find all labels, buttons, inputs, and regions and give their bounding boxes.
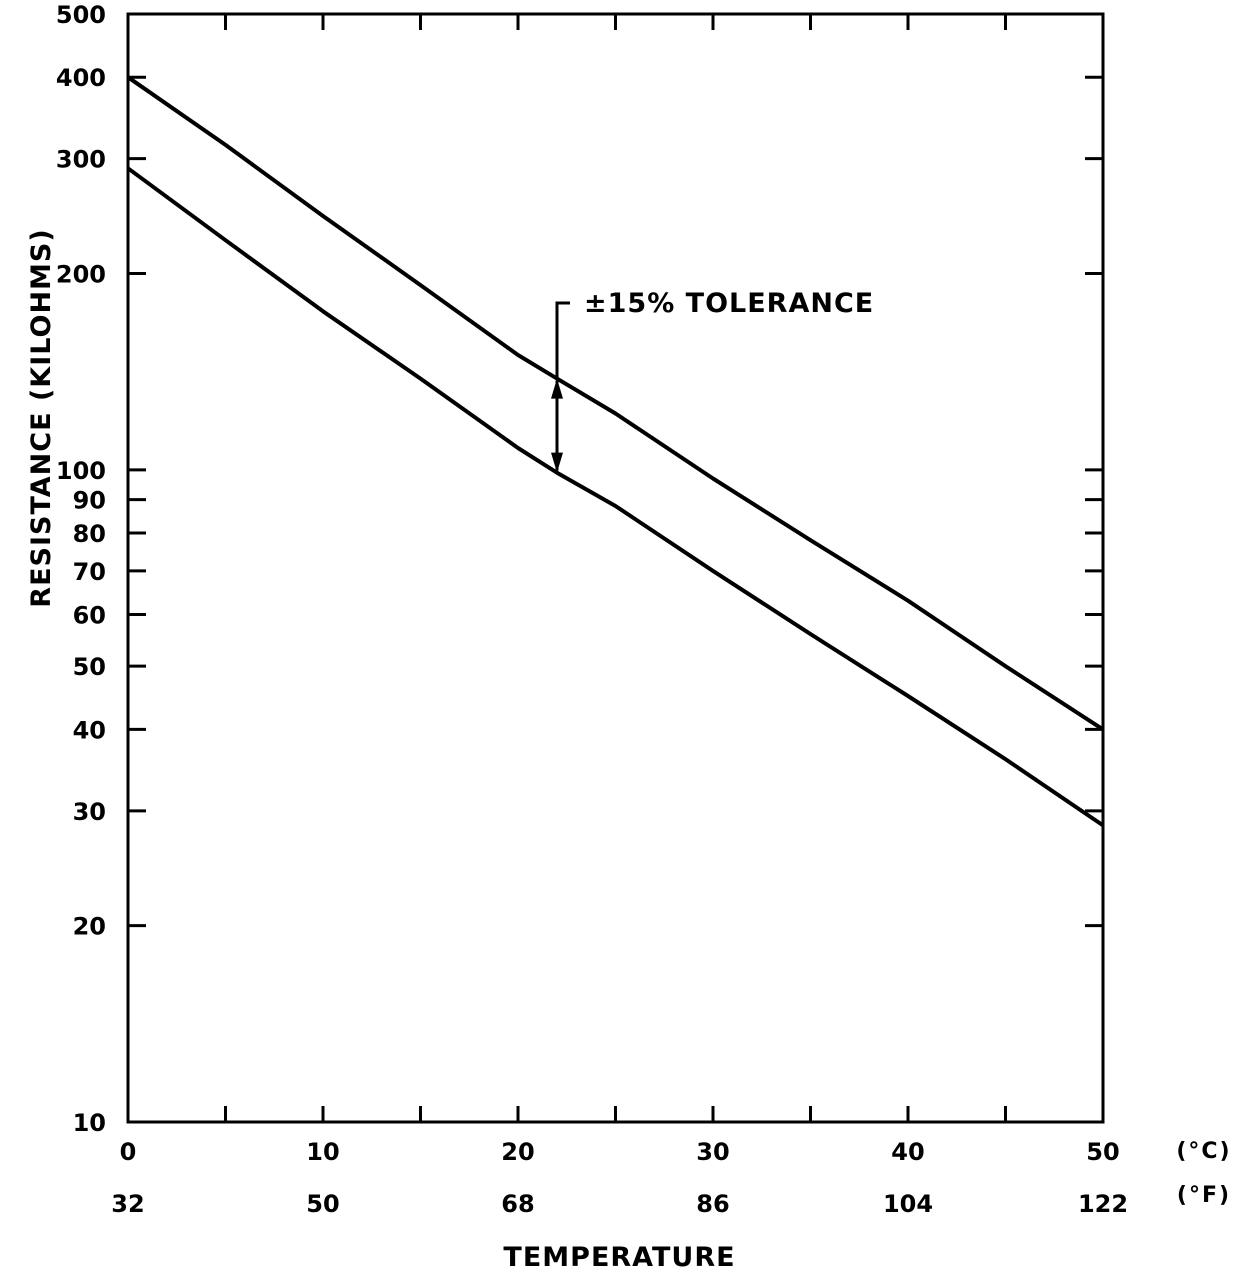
axes-layer bbox=[126, 12, 1105, 1124]
x-tick-label-c: 10 bbox=[306, 1138, 339, 1166]
y-tick-label: 10 bbox=[73, 1109, 106, 1137]
x-tick-label-c: 40 bbox=[891, 1138, 924, 1166]
y-tick-label: 40 bbox=[73, 716, 106, 744]
x-unit-celsius: (°C) bbox=[1176, 1139, 1231, 1164]
x-tick-label-c: 20 bbox=[501, 1138, 534, 1166]
x-tick-label-c: 50 bbox=[1086, 1138, 1119, 1166]
x-tick-label-f: 32 bbox=[111, 1190, 144, 1218]
series-line-upper-limit bbox=[126, 75, 1105, 732]
x-axis-title: TEMPERATURE bbox=[503, 1242, 735, 1273]
y-tick-label: 70 bbox=[73, 558, 106, 586]
x-tick-label-f: 50 bbox=[306, 1190, 339, 1218]
y-tick-label: 20 bbox=[73, 913, 106, 941]
y-tick-label: 50 bbox=[73, 653, 106, 681]
y-tick-label: 30 bbox=[73, 798, 106, 826]
series-layer bbox=[126, 75, 1105, 828]
x-tick-label-c: 30 bbox=[696, 1138, 729, 1166]
y-axis-title: RESISTANCE (KILOHMS) bbox=[26, 228, 57, 607]
y-tick-label: 300 bbox=[56, 146, 106, 174]
y-tick-label: 80 bbox=[73, 520, 106, 548]
x-tick-label-f: 104 bbox=[883, 1190, 933, 1218]
x-tick-label-c: 0 bbox=[120, 1138, 137, 1166]
x-tick-label-f: 86 bbox=[696, 1190, 729, 1218]
tolerance-label: ±15% TOLERANCE bbox=[584, 288, 874, 319]
y-tick-label: 500 bbox=[56, 1, 106, 29]
y-tick-label: 100 bbox=[56, 457, 106, 485]
annotation-layer: ±15% TOLERANCE bbox=[551, 288, 874, 473]
y-tick-label: 200 bbox=[56, 261, 106, 289]
tolerance-arrowhead-down bbox=[551, 452, 563, 473]
x-tick-label-f: 68 bbox=[501, 1190, 534, 1218]
y-tick-label: 60 bbox=[73, 602, 106, 630]
tolerance-leader bbox=[555, 301, 570, 379]
x-unit-fahrenheit: (°F) bbox=[1177, 1183, 1231, 1208]
y-tick-label: 400 bbox=[56, 64, 106, 92]
tolerance-arrowhead-up bbox=[551, 378, 563, 399]
series-line-lower-limit bbox=[126, 166, 1105, 828]
x-tick-label-f: 122 bbox=[1078, 1190, 1128, 1218]
y-tick-label: 90 bbox=[73, 487, 106, 515]
